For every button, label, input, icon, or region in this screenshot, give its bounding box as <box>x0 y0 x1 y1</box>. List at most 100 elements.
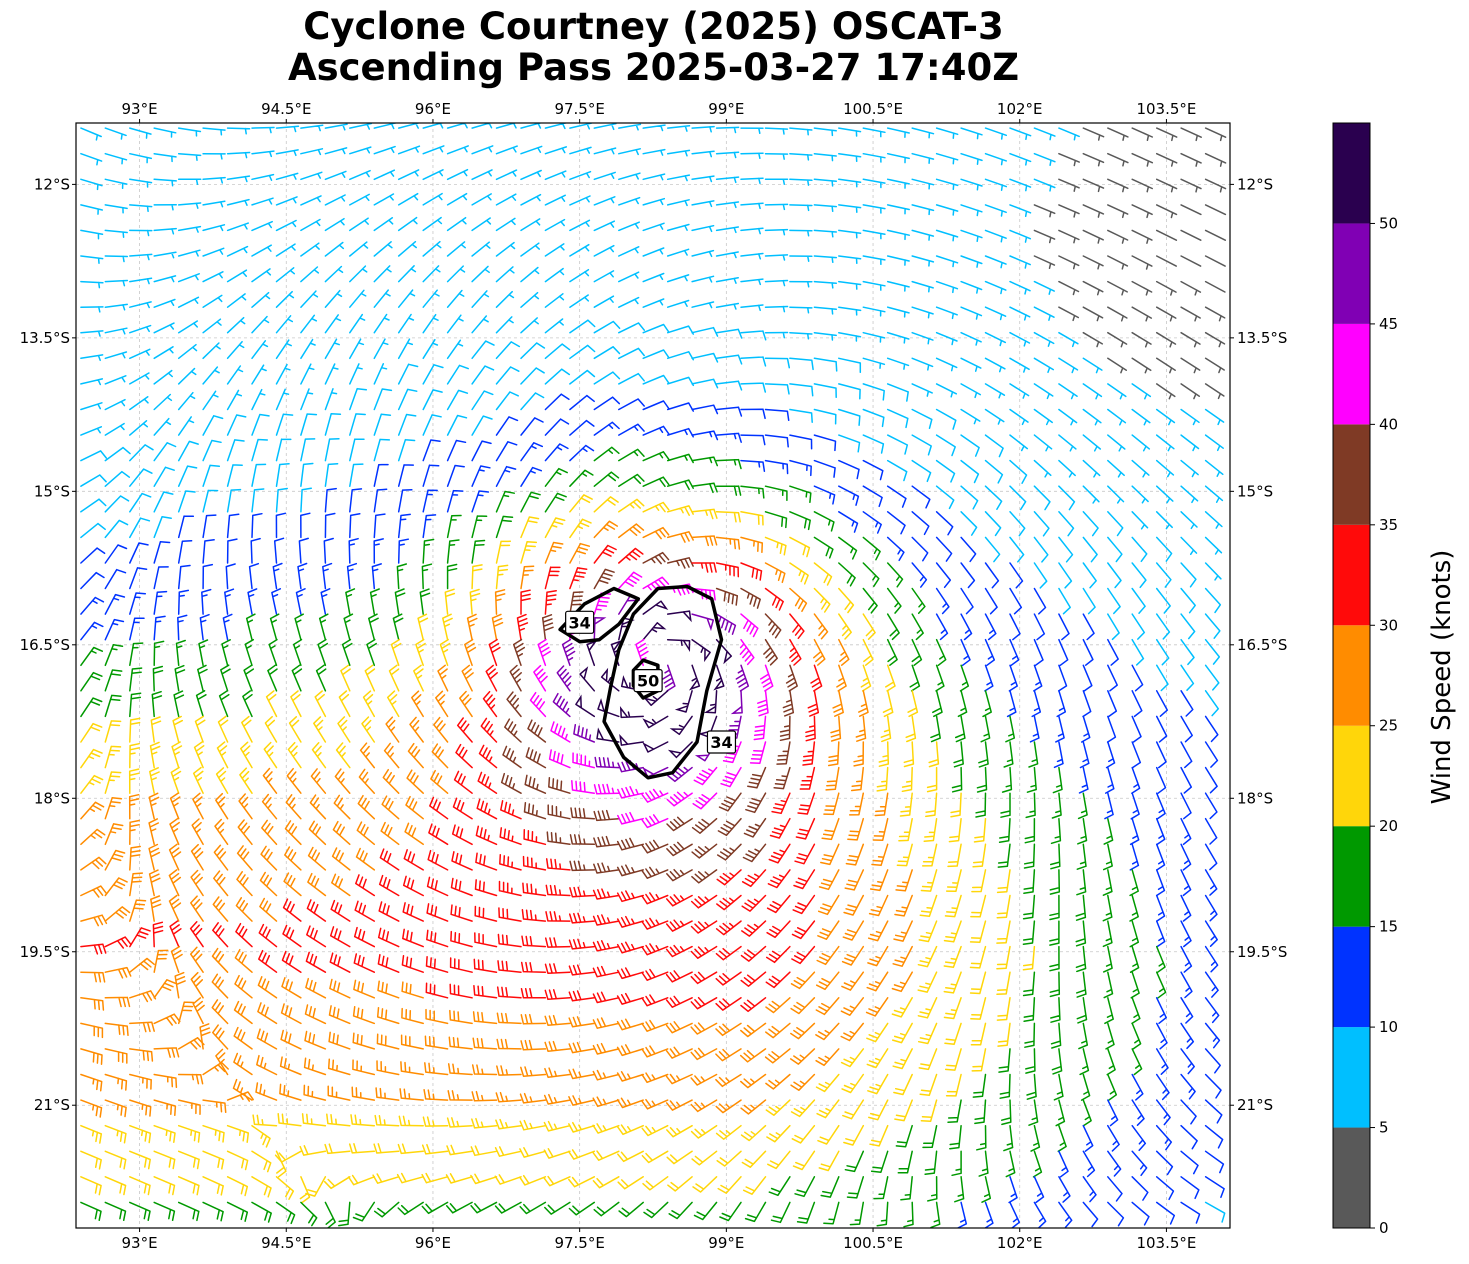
wind-barb <box>998 817 1011 843</box>
wind-barb <box>192 997 205 1025</box>
wind-barb <box>396 563 408 590</box>
wind-barb <box>520 291 540 308</box>
wind-barb <box>104 936 132 949</box>
wind-barb <box>807 690 820 717</box>
plot-frame <box>75 122 1231 1229</box>
wind-barb <box>153 979 177 999</box>
wind-barb <box>104 398 126 411</box>
wind-barb <box>886 613 900 641</box>
wind-barb <box>960 408 981 425</box>
wind-barb <box>1033 127 1056 141</box>
wind-barb <box>960 638 971 667</box>
wind-barb <box>104 644 124 667</box>
wind-barb <box>984 485 1003 510</box>
wind-barb <box>691 175 715 183</box>
wind-barb <box>153 393 173 411</box>
wind-barb <box>177 614 188 641</box>
wind-barb <box>616 967 644 980</box>
wind-barb <box>690 1124 718 1139</box>
wind-barb <box>1033 587 1047 615</box>
wind-barb <box>417 613 429 641</box>
wind-barb <box>411 690 424 718</box>
colorbar-tick-label: 20 <box>1379 817 1398 835</box>
wind-barb <box>322 562 333 590</box>
wind-barb <box>641 917 669 930</box>
wind-barb <box>1052 766 1063 794</box>
wind-barb <box>666 868 693 882</box>
wind-barb <box>1155 638 1170 666</box>
wind-barb <box>665 944 693 958</box>
wind-barb <box>742 843 767 863</box>
wind-barb <box>251 364 267 385</box>
wind-barb <box>1131 357 1152 374</box>
wind-barb <box>1107 1099 1119 1127</box>
wind-barb <box>104 996 131 1008</box>
wind-barb <box>520 367 545 385</box>
wind-barb <box>740 613 759 638</box>
wind-barb <box>960 485 979 510</box>
wind-barb <box>80 621 104 641</box>
wind-barb <box>202 390 219 411</box>
wind-barb <box>544 1014 571 1026</box>
wind-barb <box>1155 869 1166 897</box>
wind-barb <box>789 152 813 161</box>
wind-barb <box>148 818 160 846</box>
colorbar-tick-label: 30 <box>1379 616 1398 634</box>
wind-barb <box>202 366 220 385</box>
wind-barb <box>168 843 182 871</box>
wind-barb <box>1204 1150 1225 1174</box>
wind-barb <box>911 255 935 267</box>
wind-barb <box>300 438 316 462</box>
wind-barb <box>960 204 983 217</box>
y-tick-label-left: 21°S <box>34 1096 70 1114</box>
wind-barb <box>943 920 962 943</box>
wind-barb <box>275 363 291 385</box>
wind-barb <box>470 1145 498 1157</box>
wind-barb <box>401 1007 424 1025</box>
wind-barb <box>1024 1022 1036 1048</box>
wind-barb <box>1155 408 1176 426</box>
wind-barb <box>397 538 410 564</box>
wind-barb <box>1082 204 1105 218</box>
wind-barb <box>764 1048 791 1064</box>
wind-barb <box>717 817 742 837</box>
wind-barb <box>377 927 400 948</box>
wind-barb <box>471 145 494 155</box>
wind-barb <box>543 1120 571 1132</box>
wind-barb <box>1155 971 1167 999</box>
wind-barb <box>1180 1150 1199 1175</box>
wind-barb <box>202 514 217 539</box>
wind-barb <box>80 178 103 191</box>
wind-barb <box>984 613 997 641</box>
wind-barb <box>691 482 718 494</box>
wind-barb <box>975 792 987 818</box>
wind-barb <box>424 1062 449 1076</box>
wind-barb <box>80 306 104 313</box>
wind-barb <box>593 270 615 283</box>
wind-barb <box>129 324 152 334</box>
wind-barb <box>496 986 522 999</box>
wind-barb <box>397 1143 424 1155</box>
wind-barb <box>177 1037 205 1050</box>
wind-barb <box>422 439 441 462</box>
wind-barb <box>960 331 982 346</box>
wind-barb <box>666 610 692 623</box>
wind-barb <box>397 413 417 436</box>
wind-barb <box>849 1201 865 1226</box>
wind-barb <box>129 178 153 188</box>
wind-barb <box>715 485 742 496</box>
wind-barb <box>397 313 415 334</box>
wind-barb <box>1131 178 1153 193</box>
wind-barb <box>129 152 153 164</box>
wind-barb <box>1077 817 1088 845</box>
wind-barb <box>226 464 243 487</box>
wind-barb <box>823 792 840 816</box>
wind-barb <box>740 252 764 260</box>
wind-barb <box>616 992 644 1005</box>
wind-barb <box>911 306 934 319</box>
wind-barb <box>362 690 376 718</box>
wind-barb <box>567 1149 596 1160</box>
wind-barb <box>177 296 200 308</box>
wind-barb <box>1006 690 1017 718</box>
wind-barb <box>1050 997 1061 1023</box>
